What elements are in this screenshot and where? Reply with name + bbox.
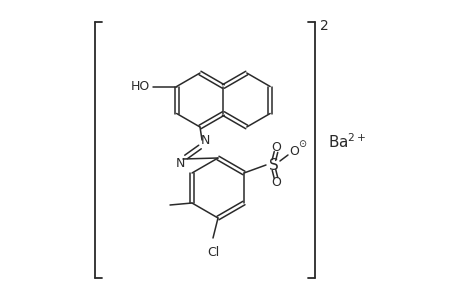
Text: S: S bbox=[269, 158, 278, 172]
Text: HO: HO bbox=[130, 80, 149, 93]
Text: Ba$^{2+}$: Ba$^{2+}$ bbox=[327, 133, 366, 152]
Text: 2: 2 bbox=[319, 19, 328, 33]
Text: O: O bbox=[288, 145, 298, 158]
Text: O: O bbox=[270, 140, 280, 154]
Text: ⊙: ⊙ bbox=[297, 139, 305, 149]
Text: O: O bbox=[270, 176, 280, 190]
Text: Cl: Cl bbox=[207, 246, 218, 259]
Text: N: N bbox=[200, 134, 209, 146]
Text: N: N bbox=[175, 157, 184, 169]
